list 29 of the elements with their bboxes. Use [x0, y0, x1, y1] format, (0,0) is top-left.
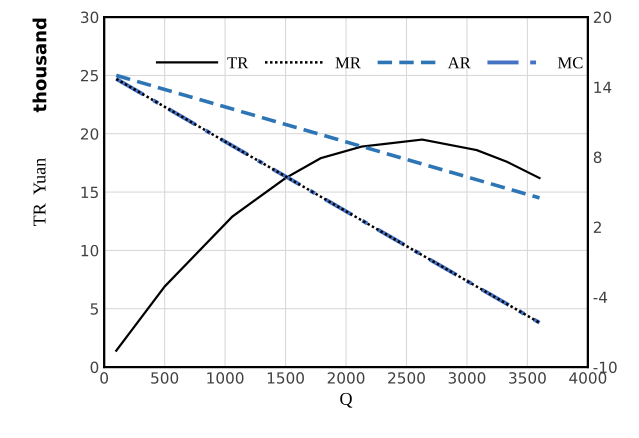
y2-tick-label: 2 — [594, 222, 601, 233]
y2-tick-label: -4 — [593, 292, 608, 303]
x-tick-label: 0 — [100, 372, 108, 384]
text: thousand — [32, 18, 47, 112]
y-tick-label: 5 — [90, 303, 98, 315]
y-tick-label: 15 — [82, 186, 98, 198]
x-axis-title: Q — [340, 392, 352, 408]
y2-tick-label: 8 — [594, 152, 602, 164]
x-tick-label: 2000 — [328, 372, 364, 384]
x-tick-label: 2500 — [388, 372, 425, 384]
y-tick-label: 25 — [80, 70, 98, 82]
y-axis-title: TR Yuan — [34, 158, 46, 226]
x-tick-label: 3000 — [448, 372, 486, 384]
legend-label: TR — [227, 57, 248, 68]
x-tick-label: 3500 — [509, 372, 546, 384]
y-tick-label: 0 — [90, 362, 98, 374]
y-tick-label: 20 — [80, 128, 98, 140]
y2-tick-label: 14 — [594, 82, 612, 93]
y-tick-label: 30 — [81, 12, 98, 24]
y-tick-label: 10 — [82, 244, 98, 256]
x-tick-label: 4000 — [569, 372, 606, 384]
y2-tick-label: -10 — [593, 362, 617, 374]
legend-label: MC — [558, 57, 582, 68]
x-tick-label: 1000 — [207, 372, 244, 384]
legend-label: AR — [448, 57, 471, 68]
y2-tick-label: 20 — [594, 12, 612, 24]
x-tick-label: 500 — [151, 372, 178, 384]
legend-label: MR — [335, 57, 361, 68]
x-tick-label: 1500 — [268, 372, 304, 384]
